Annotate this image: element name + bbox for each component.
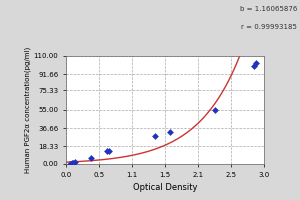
Point bbox=[70, 161, 74, 165]
Text: b = 1.16065876: b = 1.16065876 bbox=[240, 6, 297, 12]
Point bbox=[104, 150, 109, 153]
Point bbox=[89, 156, 94, 159]
Y-axis label: Human PGF2α concentration(pg/ml): Human PGF2α concentration(pg/ml) bbox=[24, 47, 31, 173]
Point bbox=[168, 130, 173, 134]
Point bbox=[73, 160, 77, 163]
Point bbox=[153, 134, 158, 138]
Point bbox=[68, 162, 72, 165]
Point bbox=[252, 64, 256, 67]
Point bbox=[212, 108, 217, 112]
Point bbox=[106, 149, 111, 152]
Text: r = 0.99993185: r = 0.99993185 bbox=[241, 24, 297, 30]
Point bbox=[71, 161, 76, 164]
X-axis label: Optical Density: Optical Density bbox=[133, 183, 197, 192]
Point bbox=[254, 61, 259, 64]
